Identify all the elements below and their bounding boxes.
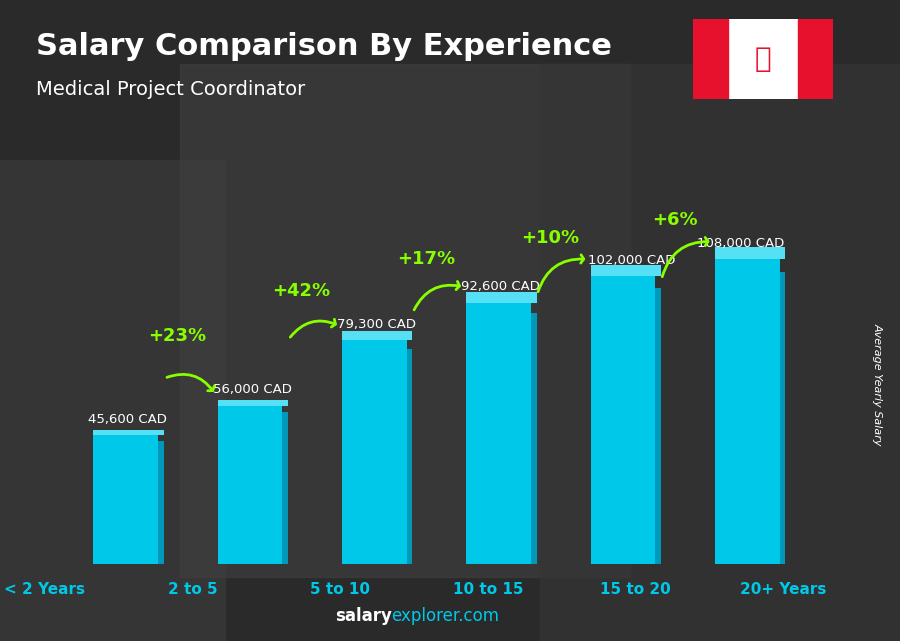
Bar — [715, 260, 779, 564]
Text: 10 to 15: 10 to 15 — [453, 582, 523, 597]
Bar — [158, 440, 164, 564]
Bar — [0, 160, 225, 641]
Text: 79,300 CAD: 79,300 CAD — [338, 317, 416, 331]
Bar — [180, 64, 630, 577]
Bar — [466, 303, 531, 564]
Text: Average Yearly Salary: Average Yearly Salary — [872, 323, 883, 446]
Text: 102,000 CAD: 102,000 CAD — [588, 254, 676, 267]
Bar — [342, 340, 407, 564]
Bar — [94, 430, 164, 435]
Text: Medical Project Coordinator: Medical Project Coordinator — [36, 80, 305, 99]
Bar — [779, 272, 786, 564]
Text: 56,000 CAD: 56,000 CAD — [212, 383, 292, 396]
Bar — [283, 412, 288, 564]
Bar — [655, 288, 661, 564]
Bar — [94, 435, 158, 564]
Bar — [540, 64, 900, 641]
Bar — [590, 265, 662, 276]
Text: < 2 Years: < 2 Years — [4, 582, 86, 597]
Bar — [531, 313, 536, 564]
Text: +10%: +10% — [521, 229, 580, 247]
Bar — [407, 349, 412, 564]
Text: 45,600 CAD: 45,600 CAD — [88, 413, 167, 426]
Text: +6%: +6% — [652, 211, 698, 229]
Text: +17%: +17% — [397, 250, 455, 268]
Bar — [693, 19, 728, 99]
Text: 2 to 5: 2 to 5 — [167, 582, 218, 597]
Text: Salary Comparison By Experience: Salary Comparison By Experience — [36, 32, 612, 61]
Text: 5 to 10: 5 to 10 — [310, 582, 370, 597]
Text: explorer.com: explorer.com — [392, 607, 500, 625]
Text: 15 to 20: 15 to 20 — [600, 582, 670, 597]
Bar — [466, 292, 536, 303]
Bar — [797, 19, 832, 99]
Bar — [218, 406, 283, 564]
Text: +23%: +23% — [148, 328, 206, 345]
Text: +42%: +42% — [273, 281, 330, 300]
Text: 🍁: 🍁 — [754, 46, 771, 73]
Text: 92,600 CAD: 92,600 CAD — [462, 280, 540, 293]
Bar — [715, 247, 786, 260]
Text: salary: salary — [335, 607, 392, 625]
Bar — [218, 400, 288, 406]
Text: 20+ Years: 20+ Years — [740, 582, 826, 597]
Bar — [590, 276, 655, 564]
Bar — [342, 331, 412, 340]
Text: 108,000 CAD: 108,000 CAD — [698, 237, 785, 249]
